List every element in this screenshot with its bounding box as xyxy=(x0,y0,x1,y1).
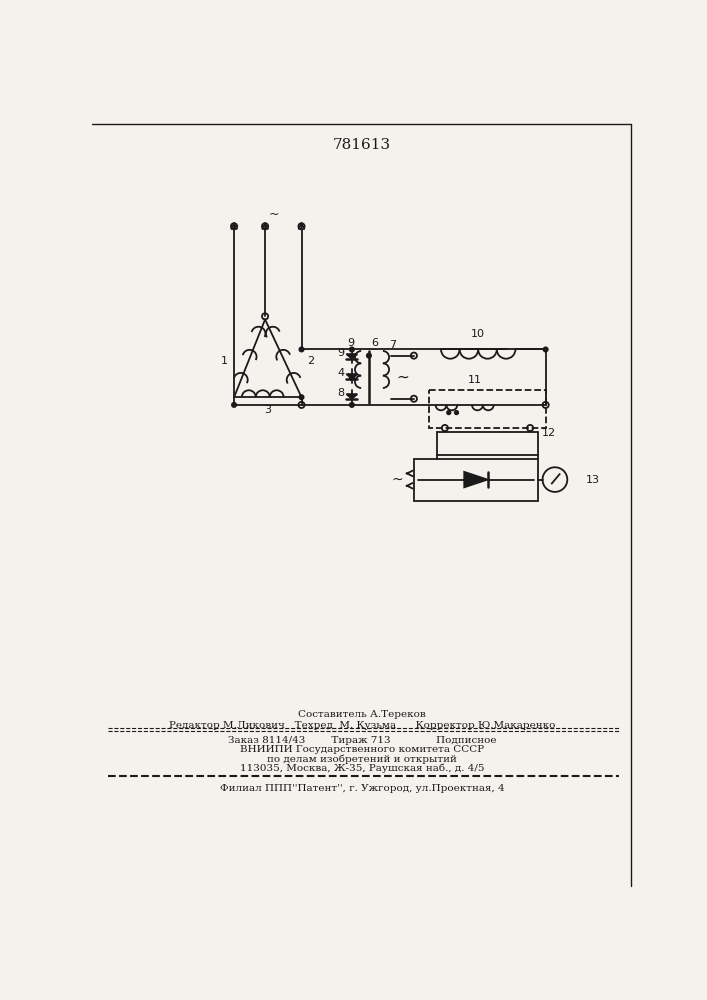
Text: 12: 12 xyxy=(542,428,556,438)
Text: Редактор М.Ликович   Техред  М. Кузьма      Корректор Ю.Макаренко: Редактор М.Ликович Техред М. Кузьма Корр… xyxy=(169,721,555,730)
Text: 10: 10 xyxy=(471,329,485,339)
Circle shape xyxy=(349,403,354,407)
Polygon shape xyxy=(346,374,357,379)
Text: 11: 11 xyxy=(468,375,482,385)
Circle shape xyxy=(455,411,458,415)
Text: 2: 2 xyxy=(308,356,315,366)
Circle shape xyxy=(349,376,354,380)
Circle shape xyxy=(367,353,371,358)
Polygon shape xyxy=(346,354,357,359)
Text: 6: 6 xyxy=(371,338,378,348)
Text: 1: 1 xyxy=(221,356,228,366)
Circle shape xyxy=(543,347,548,352)
Text: 3: 3 xyxy=(264,405,271,415)
Text: Составитель А.Тереков: Составитель А.Тереков xyxy=(298,710,426,719)
Text: по делам изобретений и открытий: по делам изобретений и открытий xyxy=(267,754,457,764)
Text: ~: ~ xyxy=(391,473,403,487)
Text: 4: 4 xyxy=(337,368,344,378)
Text: Заказ 8114/43        Тираж 713              Подписное: Заказ 8114/43 Тираж 713 Подписное xyxy=(228,736,496,745)
Text: ВНИИПИ Государственного комитета СССР: ВНИИПИ Государственного комитета СССР xyxy=(240,745,484,754)
Text: 781613: 781613 xyxy=(333,138,391,152)
Polygon shape xyxy=(464,472,488,487)
Polygon shape xyxy=(346,394,357,399)
Text: 8: 8 xyxy=(337,388,344,398)
Text: 9: 9 xyxy=(347,338,354,348)
Text: 13: 13 xyxy=(586,475,600,485)
Circle shape xyxy=(299,347,304,352)
Text: 7: 7 xyxy=(389,340,396,350)
Circle shape xyxy=(447,411,450,415)
Text: ~: ~ xyxy=(269,208,280,221)
Text: ~: ~ xyxy=(396,370,409,385)
Text: Филиал ППП''Патент'', г. Ужгород, ул.Проектная, 4: Филиал ППП''Патент'', г. Ужгород, ул.Про… xyxy=(220,784,504,793)
Text: 9: 9 xyxy=(337,348,344,358)
Circle shape xyxy=(299,395,304,400)
Circle shape xyxy=(349,347,354,352)
Circle shape xyxy=(232,403,236,407)
Text: 113035, Москва, Ж-35, Раушская наб., д. 4/5: 113035, Москва, Ж-35, Раушская наб., д. … xyxy=(240,764,484,773)
